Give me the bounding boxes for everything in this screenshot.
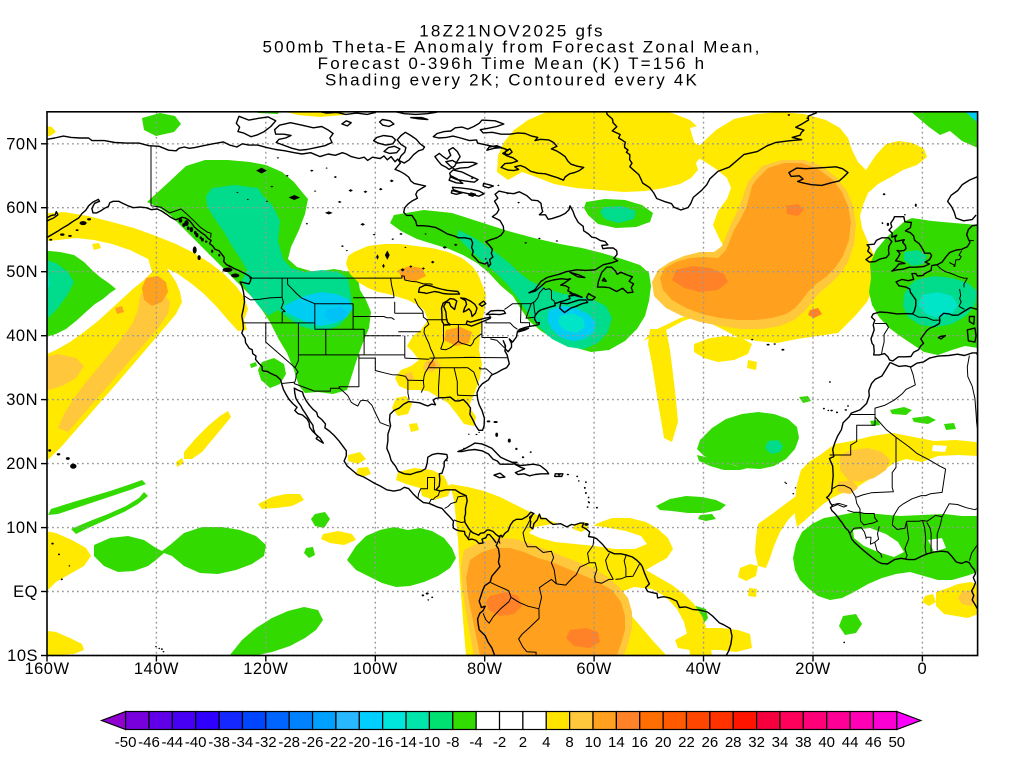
svg-text:-34: -34 bbox=[232, 734, 254, 751]
svg-text:100W: 100W bbox=[353, 660, 398, 678]
svg-text:8: 8 bbox=[565, 734, 573, 751]
svg-text:40: 40 bbox=[818, 734, 835, 751]
svg-text:32: 32 bbox=[748, 734, 765, 751]
svg-text:-14: -14 bbox=[395, 734, 417, 751]
svg-text:18Z21NOV2025 gfs: 18Z21NOV2025 gfs bbox=[419, 22, 604, 41]
svg-text:20N: 20N bbox=[6, 455, 38, 473]
svg-text:28: 28 bbox=[725, 734, 742, 751]
svg-text:10: 10 bbox=[585, 734, 602, 751]
svg-text:10S: 10S bbox=[7, 647, 38, 665]
svg-text:30N: 30N bbox=[6, 391, 38, 409]
svg-text:4: 4 bbox=[542, 734, 550, 751]
svg-text:44: 44 bbox=[842, 734, 859, 751]
svg-text:-28: -28 bbox=[278, 734, 300, 751]
svg-text:38: 38 bbox=[795, 734, 812, 751]
svg-text:-46: -46 bbox=[138, 734, 160, 751]
svg-text:60N: 60N bbox=[6, 199, 38, 217]
svg-text:2: 2 bbox=[519, 734, 527, 751]
svg-text:46: 46 bbox=[865, 734, 882, 751]
svg-text:-20: -20 bbox=[348, 734, 370, 751]
svg-text:-22: -22 bbox=[325, 734, 347, 751]
svg-text:-26: -26 bbox=[302, 734, 324, 751]
svg-text:80W: 80W bbox=[467, 660, 502, 678]
svg-text:-32: -32 bbox=[255, 734, 277, 751]
svg-text:-40: -40 bbox=[185, 734, 207, 751]
svg-text:16: 16 bbox=[631, 734, 648, 751]
svg-text:140W: 140W bbox=[134, 660, 179, 678]
svg-text:40N: 40N bbox=[6, 327, 38, 345]
svg-text:20W: 20W bbox=[795, 660, 830, 678]
svg-text:14: 14 bbox=[608, 734, 625, 751]
svg-text:40W: 40W bbox=[686, 660, 721, 678]
svg-text:-16: -16 bbox=[372, 734, 394, 751]
svg-text:Shading every 2K; Contoured ev: Shading every 2K; Contoured every 4K bbox=[325, 71, 699, 90]
svg-text:70N: 70N bbox=[6, 135, 38, 153]
svg-text:10N: 10N bbox=[6, 519, 38, 537]
svg-text:120W: 120W bbox=[243, 660, 288, 678]
svg-text:26: 26 bbox=[702, 734, 719, 751]
svg-text:50N: 50N bbox=[6, 263, 38, 281]
svg-text:Forecast 0-396h Time Mean (K): Forecast 0-396h Time Mean (K) T=156 h bbox=[318, 54, 707, 73]
svg-text:160W: 160W bbox=[24, 660, 69, 678]
svg-text:22: 22 bbox=[678, 734, 695, 751]
svg-text:20: 20 bbox=[655, 734, 672, 751]
svg-text:34: 34 bbox=[772, 734, 789, 751]
svg-text:0: 0 bbox=[918, 660, 928, 678]
svg-text:-38: -38 bbox=[208, 734, 230, 751]
svg-text:-50: -50 bbox=[115, 734, 137, 751]
svg-text:-10: -10 bbox=[419, 734, 441, 751]
svg-text:50: 50 bbox=[888, 734, 905, 751]
svg-text:-44: -44 bbox=[161, 734, 183, 751]
svg-text:60W: 60W bbox=[576, 660, 611, 678]
svg-text:-4: -4 bbox=[469, 734, 482, 751]
svg-text:EQ: EQ bbox=[13, 583, 38, 601]
svg-text:-2: -2 bbox=[493, 734, 506, 751]
svg-text:-8: -8 bbox=[446, 734, 459, 751]
svg-text:500mb Theta-E Anomaly from For: 500mb Theta-E Anomaly from Forecast Zona… bbox=[263, 38, 762, 57]
